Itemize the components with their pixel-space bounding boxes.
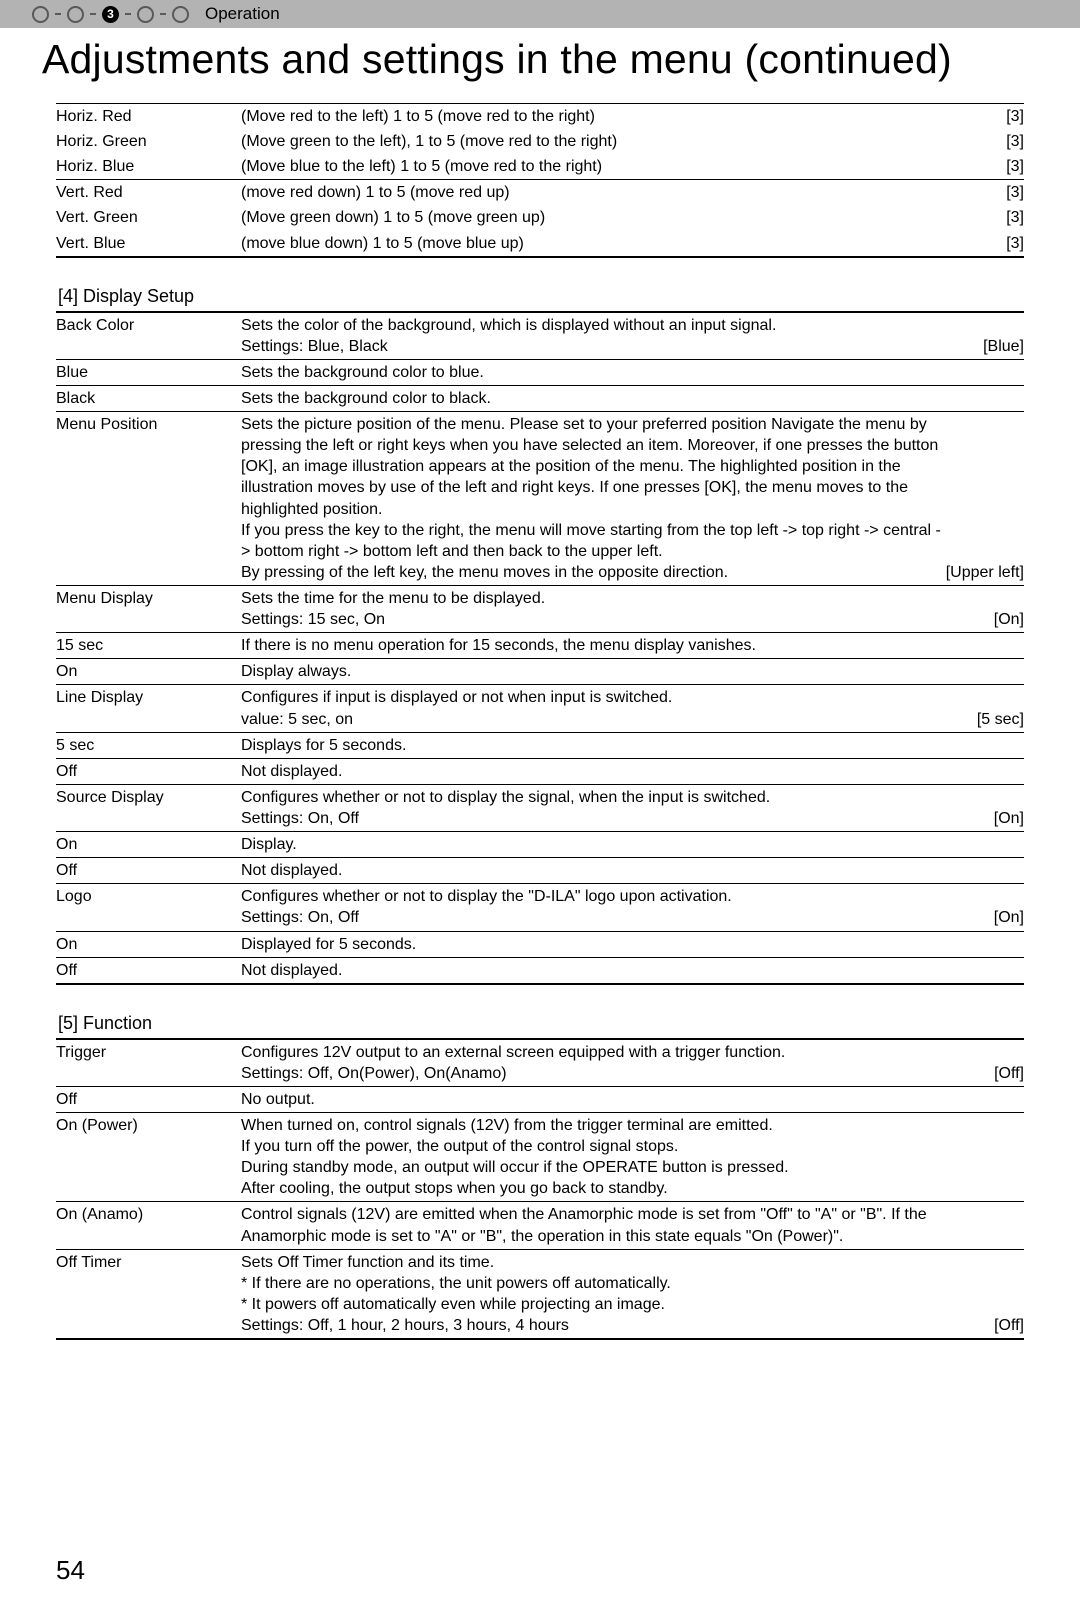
- row-def: [3]: [946, 205, 1024, 230]
- row-label: Vert. Red: [56, 180, 241, 206]
- row-label: Horiz. Blue: [56, 154, 241, 180]
- option-desc: No output.: [241, 1086, 946, 1112]
- step-dot-4: [137, 6, 154, 23]
- option-label: On: [56, 832, 241, 858]
- row-def: [Off]: [946, 1039, 1024, 1087]
- row-label: Off Timer: [56, 1249, 241, 1339]
- option-label: On: [56, 659, 241, 685]
- row-desc: (Move green to the left), 1 to 5 (move r…: [241, 129, 946, 154]
- option-desc: When turned on, control signals (12V) fr…: [241, 1113, 946, 1202]
- step-indicator: 3: [32, 6, 189, 23]
- convergence-table: Horiz. Red (Move red to the left) 1 to 5…: [56, 103, 1024, 258]
- section-heading-4: [4] Display Setup: [56, 258, 1024, 311]
- option-desc: Display always.: [241, 659, 946, 685]
- breadcrumb-bar: 3 Operation: [0, 0, 1080, 28]
- row-def: [Off]: [946, 1249, 1024, 1339]
- function-table: Trigger Configures 12V output to an exte…: [56, 1038, 1024, 1340]
- row-label: Logo: [56, 884, 241, 931]
- row-label: Trigger: [56, 1039, 241, 1087]
- row-def: [3]: [946, 180, 1024, 206]
- step-dot-3-active: 3: [102, 6, 119, 23]
- option-desc: Displayed for 5 seconds.: [241, 931, 946, 957]
- row-desc: (move blue down) 1 to 5 (move blue up): [241, 231, 946, 257]
- row-label: Back Color: [56, 312, 241, 360]
- option-desc: Not displayed.: [241, 858, 946, 884]
- option-desc: If there is no menu operation for 15 sec…: [241, 633, 946, 659]
- row-def: [3]: [946, 231, 1024, 257]
- row-desc: Configures if input is displayed or not …: [241, 685, 946, 732]
- row-def: [3]: [946, 154, 1024, 180]
- row-def: [On]: [946, 884, 1024, 931]
- row-def: [3]: [946, 104, 1024, 130]
- option-desc: Not displayed.: [241, 758, 946, 784]
- option-label: Off: [56, 1086, 241, 1112]
- option-label: Off: [56, 957, 241, 984]
- row-label: Menu Position: [56, 412, 241, 586]
- row-desc: Configures whether or not to display the…: [241, 884, 946, 931]
- row-def: [5 sec]: [946, 685, 1024, 732]
- option-desc: Displays for 5 seconds.: [241, 732, 946, 758]
- row-label: Menu Display: [56, 585, 241, 632]
- row-def: [On]: [946, 585, 1024, 632]
- section-heading-5: [5] Function: [56, 985, 1024, 1038]
- option-label: On (Anamo): [56, 1202, 241, 1249]
- option-desc: Sets the background color to black.: [241, 385, 946, 411]
- option-desc: Not displayed.: [241, 957, 946, 984]
- row-label: Vert. Green: [56, 205, 241, 230]
- step-dot-5: [172, 6, 189, 23]
- row-desc: (Move red to the left) 1 to 5 (move red …: [241, 104, 946, 130]
- option-label: Off: [56, 858, 241, 884]
- step-dot-1: [32, 6, 49, 23]
- page-number: 54: [56, 1555, 85, 1586]
- option-label: 15 sec: [56, 633, 241, 659]
- row-label: Line Display: [56, 685, 241, 732]
- row-desc: (Move green down) 1 to 5 (move green up): [241, 205, 946, 230]
- option-desc: Sets the background color to blue.: [241, 359, 946, 385]
- row-desc: Sets the color of the background, which …: [241, 312, 946, 360]
- row-desc: Configures whether or not to display the…: [241, 784, 946, 831]
- step-dot-2: [67, 6, 84, 23]
- option-label: Off: [56, 758, 241, 784]
- page-title: Adjustments and settings in the menu (co…: [0, 28, 1080, 103]
- row-desc: Sets the time for the menu to be display…: [241, 585, 946, 632]
- option-desc: Display.: [241, 832, 946, 858]
- row-desc: Configures 12V output to an external scr…: [241, 1039, 946, 1087]
- row-desc: (move red down) 1 to 5 (move red up): [241, 180, 946, 206]
- row-def: [Blue]: [946, 312, 1024, 360]
- option-desc: Control signals (12V) are emitted when t…: [241, 1202, 946, 1249]
- option-label: On (Power): [56, 1113, 241, 1202]
- row-label: Vert. Blue: [56, 231, 241, 257]
- row-def: [On]: [946, 784, 1024, 831]
- row-label: Horiz. Red: [56, 104, 241, 130]
- option-label: On: [56, 931, 241, 957]
- display-setup-table: Back Color Sets the color of the backgro…: [56, 311, 1024, 985]
- row-def: [3]: [946, 129, 1024, 154]
- row-desc: Sets the picture position of the menu. P…: [241, 412, 946, 586]
- row-label: Source Display: [56, 784, 241, 831]
- option-label: 5 sec: [56, 732, 241, 758]
- row-def: [Upper left]: [946, 412, 1024, 586]
- row-desc: Sets Off Timer function and its time. * …: [241, 1249, 946, 1339]
- row-desc: (Move blue to the left) 1 to 5 (move red…: [241, 154, 946, 180]
- row-label: Horiz. Green: [56, 129, 241, 154]
- option-label: Black: [56, 385, 241, 411]
- option-label: Blue: [56, 359, 241, 385]
- section-label: Operation: [205, 4, 280, 24]
